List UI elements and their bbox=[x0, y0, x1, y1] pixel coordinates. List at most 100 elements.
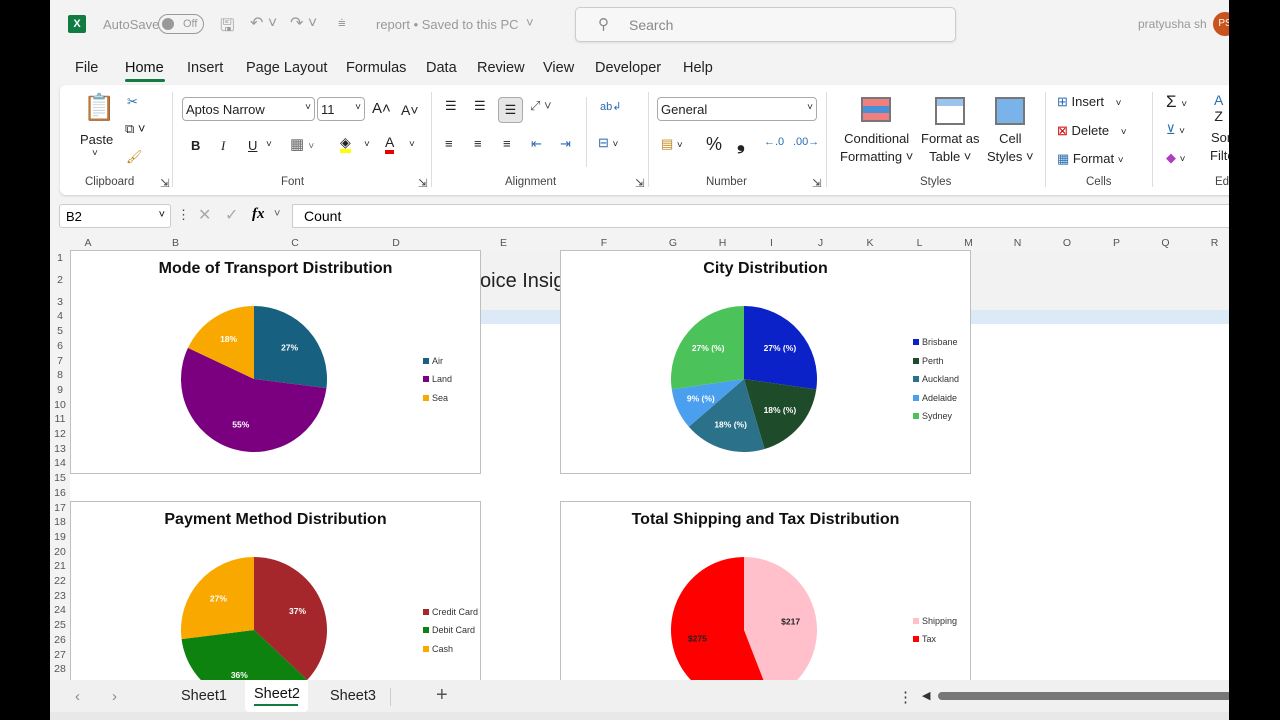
accounting-format-icon[interactable]: ▤ ˅ bbox=[661, 136, 683, 151]
sort-filter-button[interactable]: Sor bbox=[1211, 130, 1229, 145]
pie-chart-3[interactable]: Payment Method Distribution 37% 36% 27% Cred… bbox=[70, 501, 481, 691]
pie-slice-brisbane[interactable] bbox=[744, 306, 817, 390]
row-header[interactable]: 15 bbox=[54, 472, 66, 485]
column-header[interactable]: O bbox=[1062, 237, 1072, 249]
row-header[interactable]: 20 bbox=[54, 545, 66, 558]
row-header[interactable]: 16 bbox=[54, 486, 66, 499]
borders-icon[interactable]: ▦ ˅ bbox=[290, 136, 315, 153]
font-size-select[interactable]: 11 ˅ bbox=[317, 97, 365, 121]
tab-insert[interactable]: Insert bbox=[187, 60, 224, 76]
pie-slice-land[interactable] bbox=[181, 347, 327, 452]
column-header[interactable]: P bbox=[1112, 237, 1120, 249]
formula-input[interactable]: Count bbox=[292, 204, 1229, 228]
align-bottom-icon[interactable]: ☰ bbox=[498, 97, 523, 123]
chevron-down-icon[interactable]: ˅ bbox=[409, 139, 415, 150]
sheet-tab-sheet2[interactable]: Sheet2 bbox=[245, 680, 308, 712]
tab-formulas[interactable]: Formulas bbox=[346, 60, 407, 76]
add-sheet-icon[interactable]: + bbox=[436, 684, 448, 706]
dialog-launcher-icon[interactable]: ⇲ bbox=[160, 178, 170, 190]
customize-qat-icon[interactable]: ⩧ bbox=[338, 15, 346, 30]
pie-slice-perth[interactable] bbox=[744, 379, 817, 450]
row-header[interactable]: 25 bbox=[54, 619, 66, 632]
row-header[interactable]: 28 bbox=[54, 663, 66, 676]
fill-icon[interactable]: ⊻ ˅ bbox=[1166, 122, 1185, 137]
align-left-icon[interactable]: ≡ bbox=[445, 136, 453, 151]
format-cells-button[interactable]: ▦ Format ˅ bbox=[1057, 151, 1124, 166]
row-header[interactable]: 21 bbox=[54, 560, 66, 573]
pie-slice-sea[interactable] bbox=[187, 306, 254, 379]
align-right-icon[interactable]: ≡ bbox=[503, 136, 511, 151]
tab-file[interactable]: File bbox=[75, 60, 99, 76]
column-header[interactable]: R bbox=[1210, 237, 1219, 249]
chevron-down-icon[interactable]: ˅ bbox=[266, 139, 272, 150]
prev-sheet-icon[interactable]: ‹ bbox=[75, 688, 80, 705]
fill-color-icon[interactable]: ◈ bbox=[340, 135, 351, 153]
column-header[interactable]: H bbox=[718, 237, 727, 249]
tab-data[interactable]: Data bbox=[426, 60, 457, 76]
cell-styles-button[interactable]: Cell Styles ˅ bbox=[987, 130, 1034, 166]
tab-view[interactable]: View bbox=[543, 60, 575, 76]
document-title[interactable]: report • Saved to this PC bbox=[376, 17, 519, 32]
column-header[interactable]: G bbox=[668, 237, 678, 249]
row-header[interactable]: 22 bbox=[54, 575, 66, 587]
column-header[interactable]: N bbox=[1013, 237, 1022, 249]
row-header[interactable]: 27 bbox=[54, 648, 66, 661]
tab-developer[interactable]: Developer bbox=[595, 60, 662, 76]
row-header[interactable]: 18 bbox=[54, 516, 66, 529]
align-center-icon[interactable]: ≡ bbox=[474, 136, 482, 151]
insert-function-button[interactable]: fx bbox=[252, 206, 265, 222]
undo-icon[interactable]: ↶ ˅ bbox=[250, 15, 278, 32]
save-icon[interactable]: 🖫 bbox=[220, 16, 235, 35]
paste-icon[interactable]: 📋 bbox=[83, 92, 116, 122]
clear-icon[interactable]: ◆ ˅ bbox=[1166, 150, 1186, 165]
column-header[interactable]: Q bbox=[1161, 237, 1170, 249]
user-name[interactable]: pratyusha sh bbox=[1138, 17, 1207, 31]
dialog-launcher-icon[interactable]: ⇲ bbox=[418, 178, 428, 190]
row-header[interactable]: 13 bbox=[54, 442, 66, 455]
merge-center-icon[interactable]: ⊟ ˅ bbox=[598, 135, 619, 150]
column-header[interactable]: D bbox=[392, 237, 400, 249]
tab-help[interactable]: Help bbox=[683, 60, 713, 76]
pie-slice-tax[interactable] bbox=[671, 557, 770, 691]
pie-slice-auckland[interactable] bbox=[688, 379, 765, 452]
row-header[interactable]: 19 bbox=[54, 530, 66, 543]
orientation-icon[interactable]: ⤢ ˅ bbox=[530, 98, 552, 113]
column-header[interactable]: A bbox=[84, 237, 92, 249]
autosave-toggle[interactable]: Off bbox=[158, 14, 204, 34]
align-top-icon[interactable]: ☰ bbox=[445, 98, 457, 113]
format-painter-icon[interactable]: 🖌 bbox=[126, 149, 143, 164]
align-middle-icon[interactable]: ☰ bbox=[474, 98, 486, 113]
row-header[interactable]: 8 bbox=[57, 369, 63, 382]
row-header[interactable]: 3 bbox=[57, 295, 63, 308]
bold-button[interactable]: B bbox=[191, 138, 201, 153]
dialog-launcher-icon[interactable]: ⇲ bbox=[812, 178, 822, 190]
column-header[interactable]: M bbox=[964, 237, 973, 249]
cell-styles-icon[interactable] bbox=[995, 97, 1025, 125]
column-header[interactable]: I bbox=[770, 237, 773, 249]
decrease-indent-icon[interactable]: ⇤ bbox=[531, 136, 542, 151]
cut-icon[interactable]: ✂ bbox=[127, 94, 138, 109]
column-header[interactable]: J bbox=[817, 237, 824, 249]
next-sheet-icon[interactable]: › bbox=[112, 688, 117, 705]
tab-review[interactable]: Review bbox=[477, 60, 525, 76]
pie-chart-2[interactable]: City Distribution 27% (%) 18% (%) 18% (%) 9%… bbox=[560, 250, 971, 474]
row-header[interactable]: 10 bbox=[54, 398, 66, 411]
chevron-down-icon[interactable]: ˅ bbox=[274, 208, 281, 220]
dialog-launcher-icon[interactable]: ⇲ bbox=[635, 178, 645, 190]
increase-indent-icon[interactable]: ⇥ bbox=[560, 136, 571, 151]
pie-slice-air[interactable] bbox=[254, 306, 327, 389]
font-color-icon[interactable]: A bbox=[385, 134, 395, 154]
row-header[interactable]: 24 bbox=[54, 604, 66, 617]
pie-chart-1[interactable]: Mode of Transport Distribution 27% 55% 18% A… bbox=[70, 250, 481, 474]
tab-page-layout[interactable]: Page Layout bbox=[246, 60, 328, 76]
insert-cells-button[interactable]: ⊞ Insert ˅ bbox=[1057, 94, 1122, 109]
row-header[interactable]: 23 bbox=[54, 589, 66, 602]
scroll-left-icon[interactable]: ◀ bbox=[922, 690, 931, 702]
enter-icon[interactable]: ✓ bbox=[225, 207, 239, 224]
autosum-icon[interactable]: Σ ˅ bbox=[1166, 92, 1188, 111]
pie-slice-adelaide[interactable] bbox=[671, 379, 744, 427]
column-header[interactable]: L bbox=[916, 237, 923, 249]
sheet-tab-sheet3[interactable]: Sheet3 bbox=[330, 688, 376, 704]
more-options-icon[interactable]: ⋮ bbox=[177, 207, 190, 222]
font-name-select[interactable]: Aptos Narrow ˅ bbox=[182, 97, 315, 121]
